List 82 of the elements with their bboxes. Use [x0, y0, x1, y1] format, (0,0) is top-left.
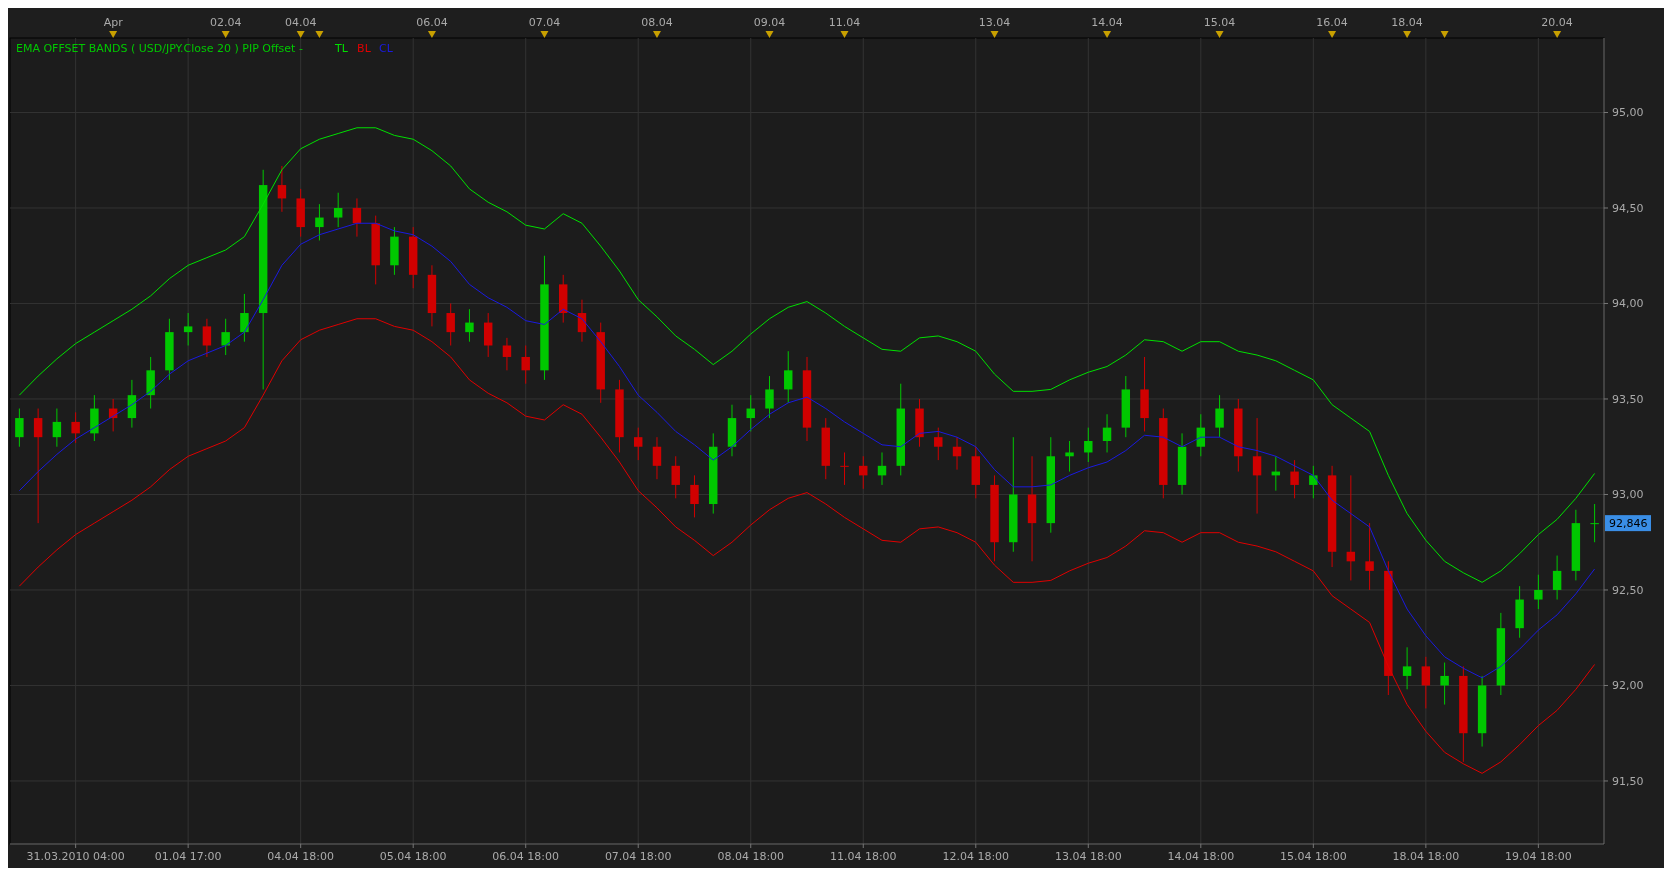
candlestick [1440, 662, 1449, 706]
y-tick-label: 91,50 [1612, 774, 1644, 788]
text: Apr [103, 16, 124, 29]
candlestick [1421, 656, 1431, 709]
candlestick [1309, 465, 1318, 499]
candlestick [1552, 555, 1562, 601]
text: CL [379, 42, 394, 55]
text: 02.04 [209, 16, 242, 29]
x-tick-label: 05.04 18:00 [379, 850, 447, 863]
chart-title: EMA OFFSET BANDS ( USD/JPY.Close 20 ) PIP Offset - [16, 42, 303, 55]
candlestick [465, 308, 474, 343]
x-tick-label: 13.04 18:00 [1054, 850, 1122, 863]
candlestick [1402, 646, 1412, 690]
candlestick [333, 192, 343, 228]
candlestick [315, 203, 324, 241]
x-tick-label: 14.04 18:00 [1167, 850, 1235, 863]
candlestick [765, 375, 774, 419]
x-tick-label: 19.04 18:00 [1505, 850, 1572, 863]
x-tick-label: 15.04 18:00 [1279, 850, 1347, 863]
text: 16.04 [1316, 16, 1348, 29]
candlestick [277, 165, 287, 213]
candlestick [183, 312, 193, 346]
candlestick [840, 451, 849, 486]
x-tick-label: 01.04 17:00 [154, 850, 222, 863]
x-tick-label: 18.04 18:00 [1392, 850, 1460, 863]
y-tick-label: 92,50 [1612, 583, 1644, 597]
candlestick [446, 302, 455, 346]
y-tick-label: 93,00 [1612, 488, 1644, 502]
candlestick [502, 337, 512, 371]
candlestick [521, 345, 530, 385]
candlestick [71, 411, 80, 444]
x-tick-label: 31.03.2010 04:00 [26, 850, 125, 863]
y-tick-label: 92,00 [1612, 679, 1644, 693]
text: 14.04 [1091, 16, 1123, 29]
text: 13.04 [978, 16, 1011, 29]
y-tick-label: 93,50 [1612, 392, 1644, 406]
candlestick [240, 293, 249, 343]
candlestick [52, 408, 62, 448]
text: TL [334, 42, 349, 55]
candlestick [15, 408, 24, 448]
x-tick-label: 06.04 18:00 [492, 850, 560, 863]
text: 11.04 [828, 16, 861, 29]
y-tick-label: 95,00 [1612, 106, 1644, 120]
candlestick [1290, 459, 1299, 499]
x-tick-label: 12.04 18:00 [942, 850, 1010, 863]
candlestick [33, 408, 43, 524]
text: 06.04 [416, 16, 448, 29]
text: 15.04 [1203, 16, 1236, 29]
candlestick [1534, 574, 1543, 610]
x-tick-label: 07.04 18:00 [604, 850, 672, 863]
candlestick [1365, 522, 1374, 591]
text: 04.04 [284, 16, 317, 29]
candlestick [202, 318, 212, 358]
line-series [18, 127, 1596, 583]
candlestick [221, 318, 230, 356]
candlestick [634, 427, 643, 461]
line-series [18, 318, 1596, 774]
candlestick [652, 436, 662, 480]
x-tick-label: 11.04 18:00 [829, 850, 897, 863]
candlestick [690, 474, 699, 518]
candlestick [1102, 413, 1112, 453]
candlestick [1084, 427, 1093, 463]
x-tick-label: 04.04 18:00 [267, 850, 335, 863]
candlestick [1215, 394, 1224, 438]
y-tick-label: 94,00 [1612, 297, 1644, 311]
candlestick [1065, 440, 1074, 473]
text: 20.04 [1541, 16, 1573, 29]
text: 08.04 [641, 16, 673, 29]
candlestick [483, 312, 493, 358]
text: BL [357, 42, 372, 55]
candlestick [352, 197, 362, 238]
candlestick [934, 427, 943, 461]
candlestick [671, 455, 680, 499]
x-tick-label: 08.04 18:00 [717, 850, 785, 863]
candlestick [1590, 503, 1599, 543]
text: 07.04 [528, 16, 561, 29]
text: 18.04 [1391, 16, 1423, 29]
text: 09.04 [753, 16, 786, 29]
candlestick [784, 350, 793, 404]
text: 92,846 [1609, 516, 1648, 530]
y-tick-label: 94,50 [1612, 201, 1644, 215]
candlestick [1252, 417, 1262, 515]
